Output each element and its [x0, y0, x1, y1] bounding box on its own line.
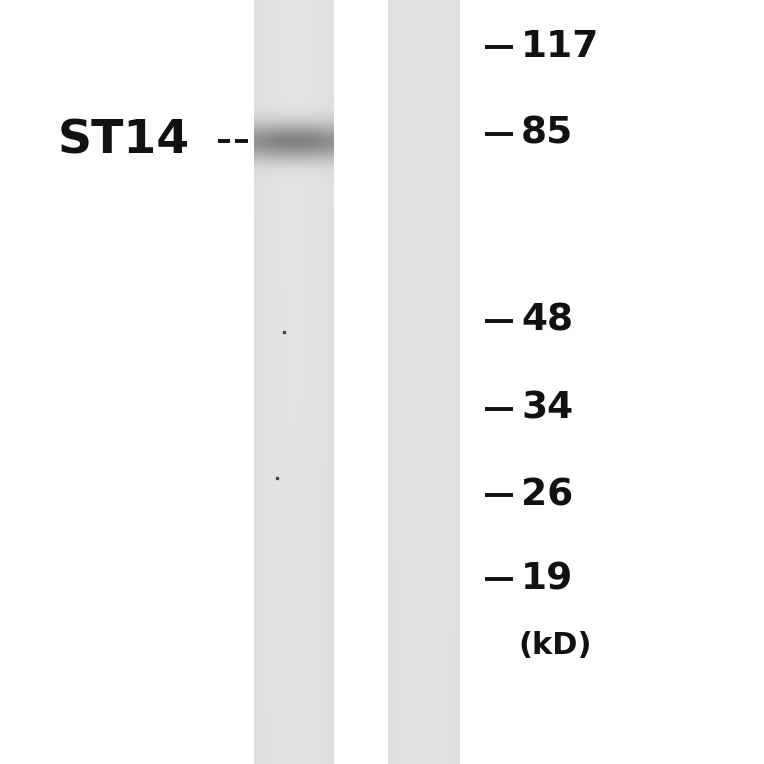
Text: 34: 34 [521, 390, 573, 427]
Text: 26: 26 [521, 477, 573, 513]
Text: (kD): (kD) [518, 631, 591, 660]
Text: 48: 48 [521, 303, 573, 339]
Text: 117: 117 [521, 29, 600, 66]
Text: ST14: ST14 [57, 119, 189, 163]
Text: 85: 85 [521, 115, 573, 152]
Text: 19: 19 [521, 561, 573, 597]
